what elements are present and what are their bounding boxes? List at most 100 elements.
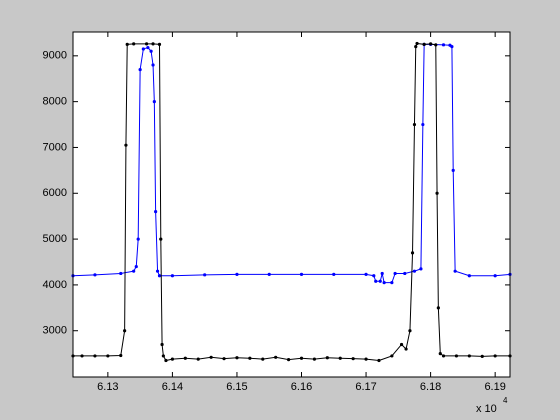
data-point	[203, 273, 207, 277]
data-point	[235, 356, 239, 360]
data-point	[374, 279, 378, 283]
data-point	[390, 281, 394, 285]
data-point	[157, 274, 162, 278]
y-tick-label: 9000	[43, 50, 67, 62]
data-point	[408, 329, 412, 333]
data-point	[493, 274, 497, 278]
data-point	[377, 358, 381, 363]
data-point	[106, 354, 110, 358]
data-point	[93, 354, 97, 358]
data-point	[419, 267, 423, 271]
data-point	[144, 42, 149, 46]
data-point	[261, 357, 265, 361]
data-point	[170, 357, 175, 361]
data-point	[155, 269, 160, 273]
data-point	[441, 43, 446, 47]
data-point	[467, 274, 471, 278]
x-tick-label: 6.19	[484, 381, 505, 393]
x-tick-label: 6.13	[97, 381, 118, 393]
data-point	[467, 354, 471, 358]
data-point	[136, 237, 140, 241]
data-point	[267, 272, 271, 276]
data-point	[209, 355, 213, 359]
data-point	[312, 357, 317, 361]
y-tick-label: 4000	[43, 279, 67, 291]
y-tick-label: 8000	[43, 96, 67, 108]
data-point	[415, 41, 419, 46]
data-point	[441, 354, 446, 358]
data-point	[154, 210, 158, 214]
data-point	[364, 272, 368, 276]
x-tick-label: 6.16	[291, 381, 312, 393]
data-point	[434, 43, 438, 47]
data-point	[438, 352, 442, 356]
data-point	[124, 143, 128, 147]
data-point	[403, 271, 407, 276]
data-point	[422, 42, 426, 46]
data-point	[286, 357, 291, 362]
data-point	[382, 281, 386, 285]
data-point	[164, 358, 168, 363]
data-point	[235, 272, 239, 276]
x-multiplier-base: x 10	[476, 403, 497, 415]
data-point	[414, 45, 418, 49]
data-point	[299, 356, 304, 360]
data-point	[435, 191, 439, 195]
x-tick-label: 6.15	[226, 381, 247, 393]
x-multiplier-exponent: 4	[503, 396, 508, 405]
data-point	[274, 355, 278, 359]
data-point	[454, 354, 459, 358]
data-point	[248, 356, 252, 360]
data-point	[161, 354, 165, 358]
data-point	[404, 347, 408, 351]
data-point	[399, 342, 404, 347]
data-point	[196, 357, 200, 361]
data-point	[451, 168, 455, 172]
data-point	[410, 251, 415, 255]
data-point	[421, 122, 425, 127]
data-point	[332, 272, 336, 276]
axes-box	[72, 31, 511, 378]
data-point	[132, 42, 136, 46]
data-point	[159, 237, 163, 241]
data-point	[222, 357, 226, 361]
data-point	[183, 356, 187, 360]
y-tick-label: 5000	[43, 233, 67, 245]
data-point	[325, 356, 329, 360]
data-point	[152, 100, 156, 104]
data-point	[393, 271, 397, 276]
data-point	[378, 279, 382, 283]
data-point	[80, 354, 84, 358]
data-point	[157, 42, 162, 46]
data-point	[119, 353, 123, 358]
data-point	[146, 45, 150, 50]
data-point	[480, 354, 484, 358]
data-point	[390, 354, 394, 358]
data-point	[351, 357, 355, 361]
data-point	[93, 273, 97, 277]
data-point	[138, 67, 142, 72]
data-point	[125, 42, 129, 46]
data-point	[141, 47, 145, 51]
y-tick-label: 7000	[43, 141, 67, 153]
data-point	[299, 272, 304, 276]
data-point	[338, 356, 342, 360]
data-point	[170, 274, 175, 278]
x-tick-label: 6.17	[355, 381, 376, 393]
data-point	[151, 63, 155, 67]
x-tick-label: 6.14	[162, 381, 183, 393]
data-point	[134, 264, 138, 269]
data-point	[123, 329, 127, 333]
data-point	[132, 269, 136, 273]
data-point	[436, 306, 440, 310]
data-point	[119, 271, 123, 276]
data-point	[149, 49, 153, 53]
data-point	[160, 342, 164, 347]
x-tick-label: 6.18	[420, 381, 441, 393]
data-point	[493, 354, 497, 358]
data-point	[412, 269, 417, 273]
data-point	[412, 122, 417, 127]
data-point	[364, 357, 368, 361]
